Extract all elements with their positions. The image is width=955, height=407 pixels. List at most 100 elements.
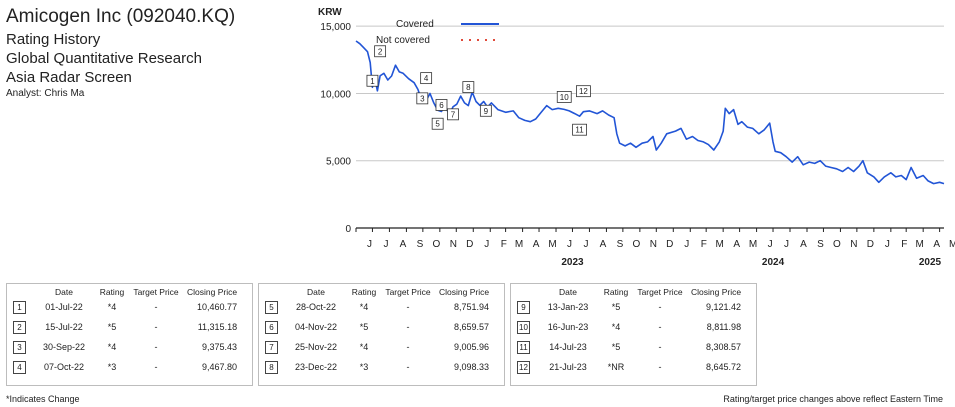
table-row: 2 15-Jul-22 *5 - 11,315.18: [11, 317, 239, 337]
ratings-table: Date Rating Target Price Closing Price 5…: [263, 287, 491, 377]
header-closing-price: Closing Price: [439, 287, 490, 297]
marker-number: 4: [13, 360, 26, 374]
marker-number: 9: [517, 300, 530, 314]
x-tick-label: M: [548, 239, 556, 250]
header-date: Date: [55, 287, 73, 297]
table-row: 3 30-Sep-22 *4 - 9,375.43: [11, 337, 239, 357]
x-tick-label: J: [367, 239, 372, 250]
row-close: 8,645.72: [706, 362, 742, 372]
x-tick-label: O: [632, 239, 640, 250]
row-target: -: [406, 362, 410, 372]
rating-marker-box: [479, 104, 492, 117]
table-row: 6 04-Nov-22 *5 - 8,659.57: [263, 317, 491, 337]
row-date: 21-Jul-23: [549, 362, 587, 372]
footnote-eastern-time: Rating/target price changes above reflec…: [723, 394, 943, 404]
row-target: -: [154, 302, 158, 312]
y-tick-label: 10,000: [320, 89, 351, 100]
row-date: 15-Jul-22: [45, 322, 83, 332]
row-target: -: [658, 362, 662, 372]
header-rating: Rating: [351, 287, 377, 297]
marker-number: 10: [517, 320, 530, 334]
row-target: -: [658, 322, 662, 332]
rating-marker-box: [576, 85, 591, 98]
table-row: 4 07-Oct-22 *3 - 9,467.80: [11, 357, 239, 377]
row-close: 8,308.57: [706, 342, 742, 352]
table-row: 5 28-Oct-22 *4 - 8,751.94: [263, 297, 491, 317]
x-tick-label: D: [867, 239, 874, 250]
year-label: 2025: [919, 257, 942, 268]
table-header-row: Date Rating Target Price Closing Price: [515, 287, 743, 297]
x-tick-label: A: [533, 239, 540, 250]
table-row: 12 21-Jul-23 *NR - 8,645.72: [515, 357, 743, 377]
x-tick-label: A: [400, 239, 407, 250]
row-close: 10,460.77: [197, 302, 238, 312]
x-tick-label: M: [515, 239, 523, 250]
x-tick-label: F: [901, 239, 907, 250]
y-axis-unit-label: KRW: [318, 7, 342, 18]
row-date: 25-Nov-22: [294, 342, 338, 352]
rating-marker-box: [420, 72, 433, 85]
rating-marker-box: [447, 108, 459, 121]
x-tick-label: O: [833, 239, 841, 250]
row-target: -: [406, 302, 410, 312]
row-rating: *3: [359, 362, 369, 372]
x-tick-label: N: [450, 239, 457, 250]
rating-marker-label: 2: [378, 47, 383, 56]
row-close: 8,751.94: [454, 302, 490, 312]
row-date: 04-Nov-22: [294, 322, 338, 332]
marker-number: 8: [265, 360, 278, 374]
table-header-row: Date Rating Target Price Closing Price: [263, 287, 491, 297]
ratings-table-1: Date Rating Target Price Closing Price 1…: [6, 283, 253, 386]
x-tick-label: M: [949, 239, 955, 250]
rating-marker-label: 3: [420, 94, 425, 103]
ratings-table-3: Date Rating Target Price Closing Price 9…: [510, 283, 757, 386]
rating-marker-box: [556, 91, 572, 103]
table-row: 7 25-Nov-22 *4 - 9,005.96: [263, 337, 491, 357]
x-tick-label: J: [484, 239, 489, 250]
rating-marker-box: [462, 81, 475, 93]
table-header-row: Date Rating Target Price Closing Price: [11, 287, 239, 297]
x-tick-label: D: [666, 239, 673, 250]
row-rating: *4: [611, 322, 621, 332]
header-date: Date: [559, 287, 577, 297]
rating-marker-box: [416, 92, 429, 105]
header-date: Date: [307, 287, 325, 297]
table-row: 8 23-Dec-22 *3 - 9,098.33: [263, 357, 491, 377]
x-tick-label: J: [583, 239, 588, 250]
table-row: 10 16-Jun-23 *4 - 8,811.98: [515, 317, 743, 337]
row-close: 9,005.96: [454, 342, 490, 352]
row-target: -: [406, 322, 410, 332]
x-tick-label: A: [600, 239, 607, 250]
footnote-change: *Indicates Change: [6, 394, 80, 404]
rating-marker-label: 9: [484, 107, 489, 116]
rating-marker-box: [431, 117, 444, 130]
row-target: -: [406, 342, 410, 352]
header-target-price: Target Price: [385, 287, 431, 297]
header-num: [11, 287, 31, 297]
header-rating: Rating: [603, 287, 629, 297]
x-tick-label: F: [701, 239, 707, 250]
rating-marker-label: 12: [579, 87, 588, 96]
row-rating: *3: [107, 362, 117, 372]
header-closing-price: Closing Price: [691, 287, 742, 297]
x-tick-label: O: [432, 239, 440, 250]
table-row: 11 14-Jul-23 *5 - 8,308.57: [515, 337, 743, 357]
row-rating: *5: [107, 322, 117, 332]
row-rating: *4: [107, 302, 117, 312]
table-row: 1 01-Jul-22 *4 - 10,460.77: [11, 297, 239, 317]
x-tick-label: J: [885, 239, 890, 250]
rating-marker-box: [572, 123, 587, 136]
price-line-covered: [355, 40, 945, 185]
x-tick-label: J: [383, 239, 388, 250]
y-tick-label: 15,000: [320, 22, 351, 33]
header-num: [263, 287, 283, 297]
row-date: 14-Jul-23: [549, 342, 587, 352]
marker-number: 7: [265, 340, 278, 354]
rating-marker-box: [435, 99, 448, 111]
header-target-price: Target Price: [133, 287, 179, 297]
rating-marker-label: 5: [435, 120, 440, 129]
header-rating: Rating: [99, 287, 125, 297]
row-close: 9,121.42: [706, 302, 742, 312]
ratings-table-2: Date Rating Target Price Closing Price 5…: [258, 283, 505, 386]
x-tick-label: S: [417, 239, 424, 250]
